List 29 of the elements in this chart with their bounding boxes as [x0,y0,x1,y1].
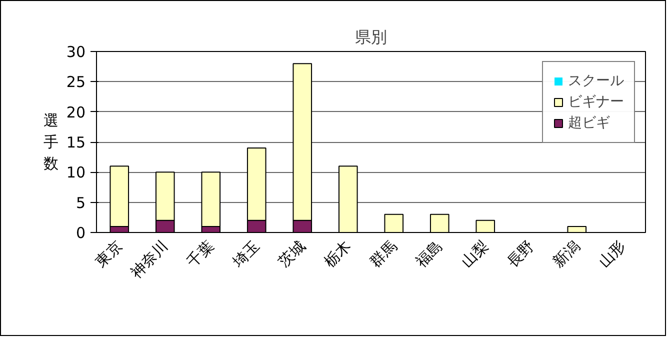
chart-title: 県別 [355,28,387,46]
y-tick-label: 30 [66,43,86,61]
x-tick-label: 東京 [92,237,126,272]
y-tick-label: 10 [66,164,86,182]
x-tick-label: 神奈川 [126,237,172,282]
x-tick-label: 茨城 [274,237,309,272]
x-tick-label: 埼玉 [228,237,263,272]
bar [476,220,496,232]
x-tick-label: 長野 [504,237,538,272]
y-axis-title: 選手数 [43,111,58,173]
legend-label: スクール [568,72,624,90]
x-tick-label: 新潟 [549,237,584,272]
bar [338,166,358,232]
bar [384,214,404,232]
y-tick-label: 5 [76,194,86,212]
y-tick-label: 15 [66,134,86,152]
legend-label: ビギナー [568,93,624,111]
x-tick-label: 福島 [412,237,446,272]
y-tick-label: 20 [66,103,86,122]
x-tick-label: 山形 [595,237,629,272]
x-tick-label: 千葉 [183,237,218,272]
y-tick-label: 0 [76,224,86,242]
bar [430,214,450,232]
y-tick-label: 25 [66,73,86,92]
x-tick-label: 群馬 [366,237,400,272]
x-tick-label: 栃木 [320,237,354,272]
x-tick-label: 山梨 [458,237,492,272]
bar [567,226,587,232]
legend-label: 超ビギ [568,114,610,132]
